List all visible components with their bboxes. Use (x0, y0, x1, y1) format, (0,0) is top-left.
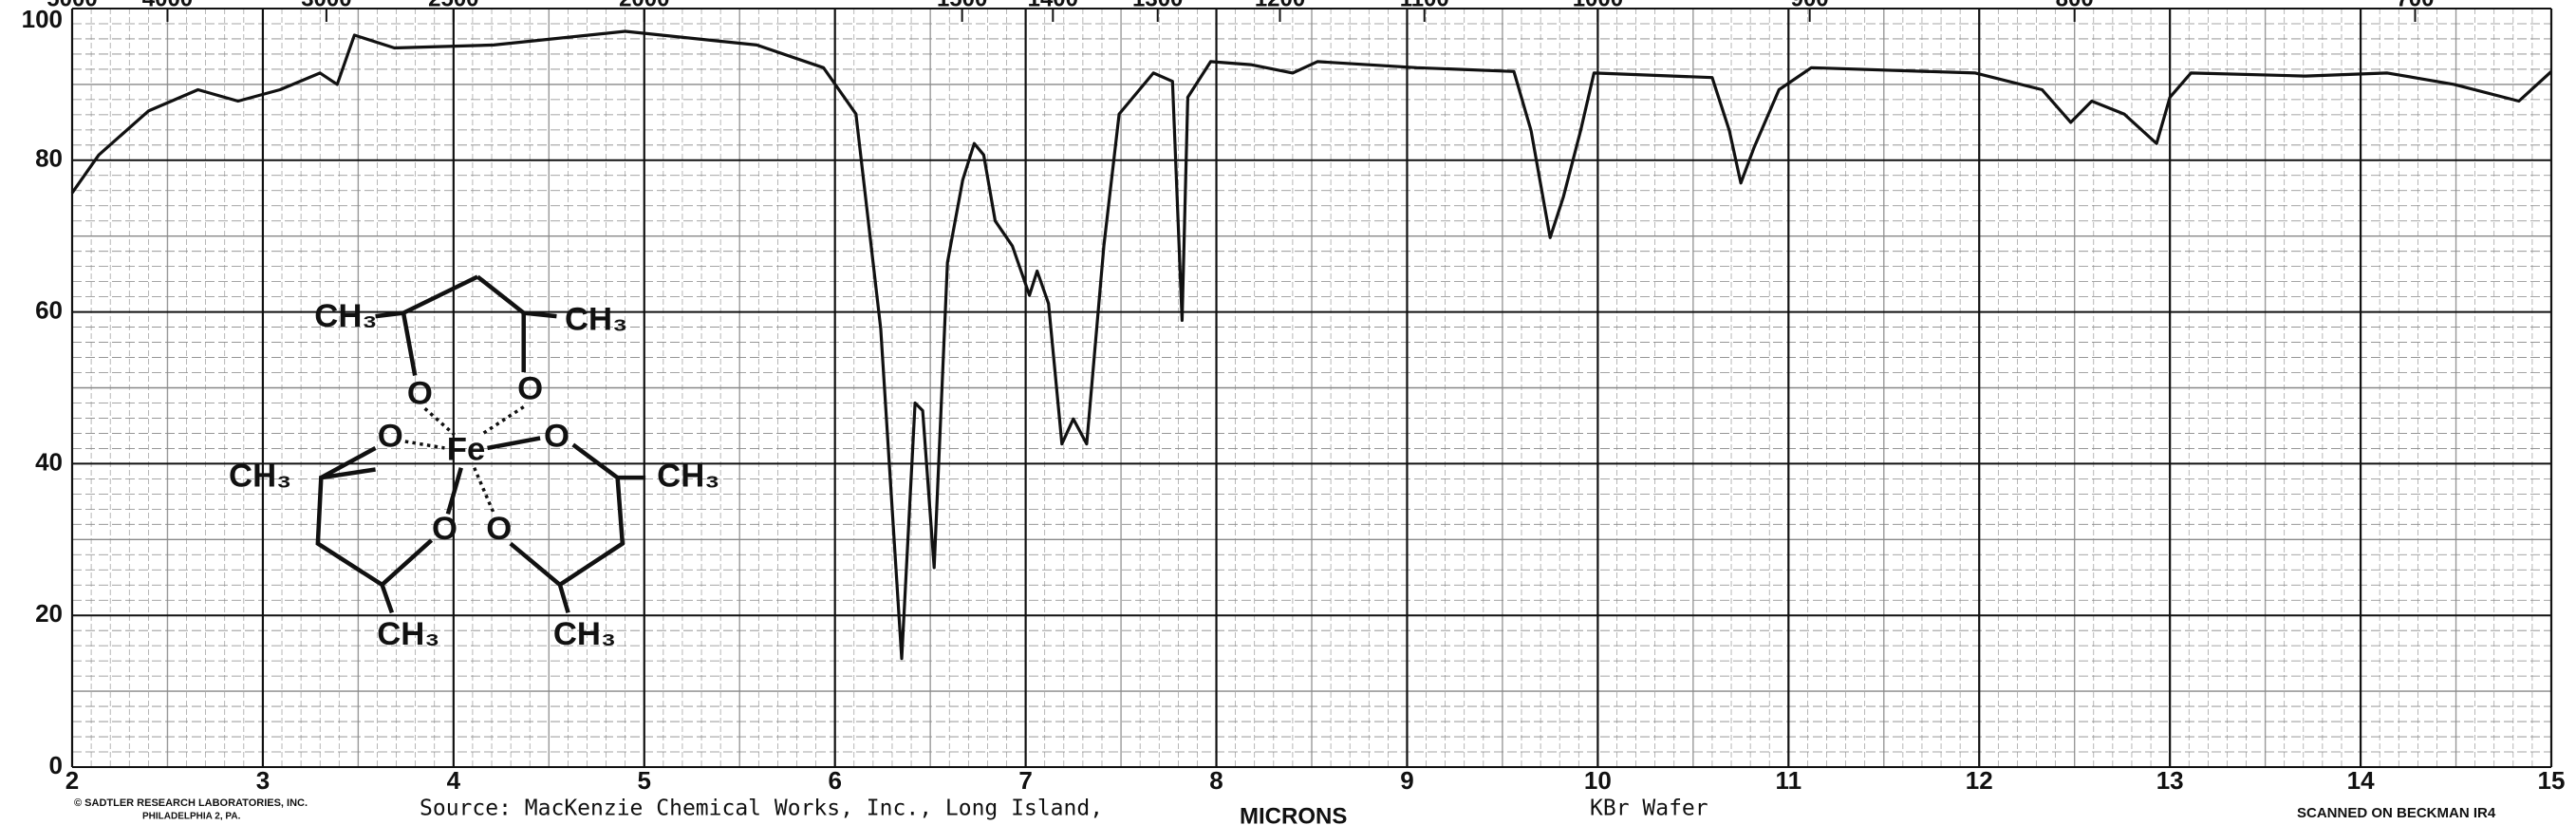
bond (320, 445, 377, 480)
x-tick-label: 6 (828, 766, 841, 795)
x2-tick-label: 5000 (47, 0, 97, 11)
x-tick-label: 4 (447, 766, 461, 795)
structure: CH₃ CH₃ O O O Fe O CH₃ CH₃ O O CH₃ CH₃ (229, 274, 719, 652)
y-tick-label: 40 (35, 447, 63, 476)
coord-bond (479, 405, 525, 437)
bond (523, 310, 557, 319)
ring (315, 467, 434, 588)
coord-bond (487, 436, 541, 451)
atom-label: CH₃ (657, 458, 719, 494)
y-tick-label: 20 (35, 599, 63, 628)
y-tick-label: 80 (35, 144, 63, 173)
x2-tick-label: 800 (2056, 0, 2094, 11)
x-tick-label: 9 (1400, 766, 1413, 795)
x2-tick-label: 3000 (301, 0, 351, 11)
x-tick-label: 5 (638, 766, 651, 795)
bond (402, 274, 479, 315)
source: Source: MacKenzie Chemical Works, Inc., … (420, 797, 1103, 821)
x-tick-label: 10 (1584, 766, 1612, 795)
x2-tick-label: 700 (2396, 0, 2434, 11)
atom-label: O (544, 419, 569, 455)
x-tick-label: 14 (2347, 766, 2375, 795)
x-tick-label: 13 (2156, 766, 2184, 795)
atom-label: O (517, 370, 543, 406)
x2-tick-label: 4000 (142, 0, 193, 11)
atom-label: CH₃ (553, 616, 616, 652)
instrument: SCANNED ON BECKMAN IR4 (2297, 805, 2496, 821)
x2-tick-label: 1300 (1132, 0, 1183, 11)
x2-tick-label: 2500 (428, 0, 478, 11)
bond (401, 312, 418, 376)
atom-label: Fe (447, 432, 485, 468)
x-tick-label: 8 (1209, 766, 1223, 795)
x-tick-label: 11 (1776, 766, 1802, 795)
ring (509, 442, 625, 588)
atom-label: CH₃ (229, 458, 291, 494)
bond (476, 274, 526, 315)
x-tick-label: 15 (2538, 766, 2566, 795)
x2-tick-label: 2000 (619, 0, 669, 11)
bond (375, 310, 404, 319)
address: PHILADELPHIA 2, PA. (142, 812, 241, 822)
bond (557, 584, 570, 614)
x-tick-label: 2 (65, 766, 79, 795)
x2-tick-label: 1100 (1400, 0, 1449, 11)
atom-label: CH₃ (314, 298, 377, 334)
atom-label: O (407, 376, 433, 412)
x-tick-label: 3 (256, 766, 270, 795)
coord-bond (473, 467, 496, 516)
x-tick-label: 7 (1018, 766, 1032, 795)
x2-tick-label: 1200 (1255, 0, 1305, 11)
bond (380, 584, 395, 614)
x-axis-label: MICRONS (1240, 803, 1347, 825)
atom-label: CH₃ (377, 616, 439, 652)
x2-tick-label: 900 (1791, 0, 1829, 11)
x2-tick-label: 1000 (1573, 0, 1623, 11)
y-tick-label: 0 (49, 751, 63, 779)
x-tick-label: 12 (1966, 766, 1993, 795)
copyright: © SADTLER RESEARCH LABORATORIES, INC. (74, 797, 308, 809)
sample: KBr Wafer (1590, 797, 1708, 821)
atom-label: CH₃ (565, 301, 627, 337)
atom-label: O (378, 419, 403, 455)
grid (70, 8, 2553, 768)
y-tick-label: 60 (35, 295, 63, 324)
coord-bond (404, 440, 445, 450)
atom-label: O (486, 511, 512, 547)
x2-tick-label: 1400 (1028, 0, 1078, 11)
atom-label: O (432, 511, 457, 547)
x2-tick-label: 1500 (937, 0, 987, 11)
y-tick-label: 100 (22, 5, 63, 33)
plot: 2 3 4 5 6 7 8 9 10 11 12 13 14 15 0 20 40 60 80 1005000 4000… (22, 0, 2566, 795)
spectrum-line (70, 29, 2553, 661)
coord-bond (445, 467, 463, 515)
